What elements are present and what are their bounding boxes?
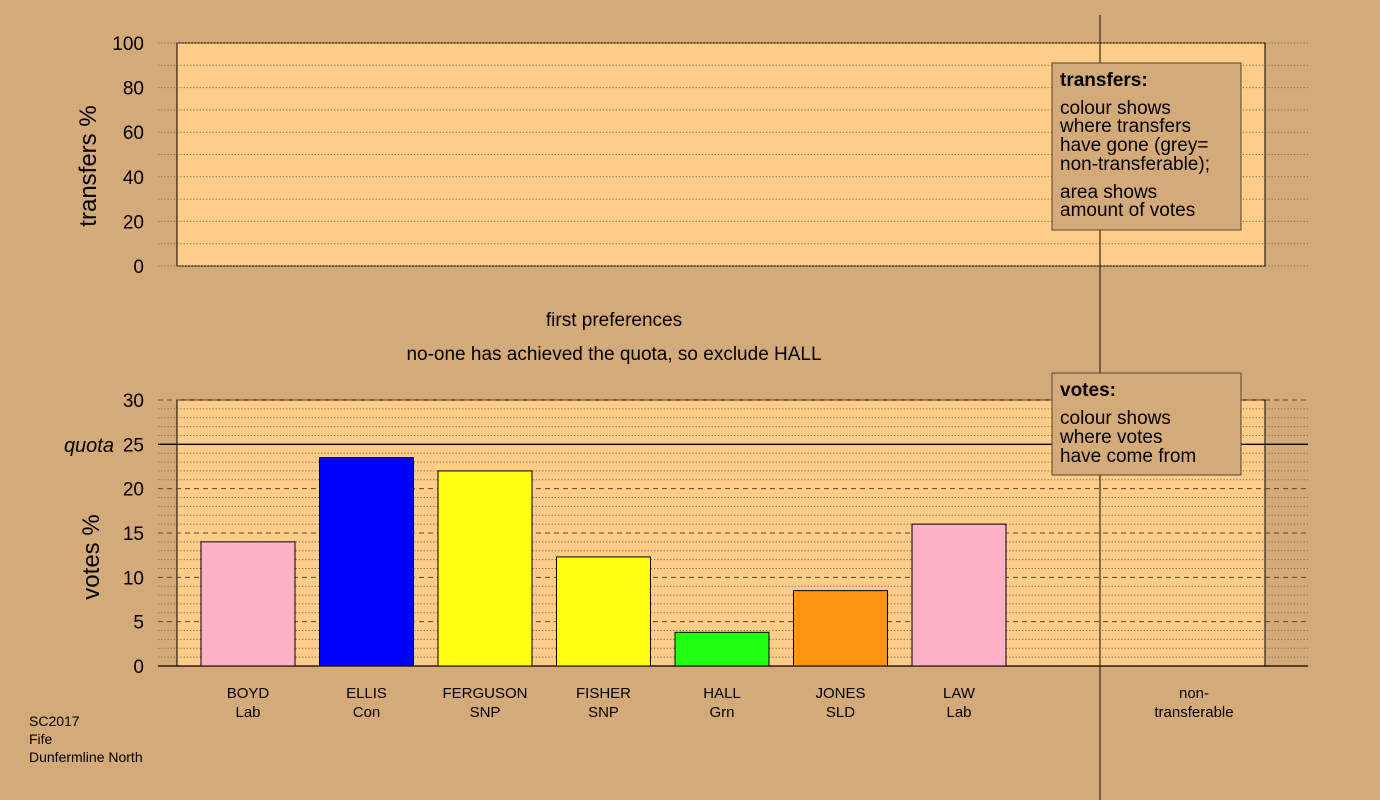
transfers-legend-line: colour shows bbox=[1060, 98, 1171, 119]
candidate-name: FERGUSON bbox=[442, 685, 527, 702]
votes-legend-line: where votes bbox=[1059, 427, 1162, 448]
vote-bar-jones bbox=[793, 590, 888, 667]
candidate-party: Grn bbox=[709, 704, 734, 721]
candidate-name: ELLIS bbox=[346, 685, 387, 702]
candidate-labels: BOYD Lab ELLIS Con FERGUSON SNP FISHER SNP HALL G… bbox=[227, 685, 976, 721]
vote-bar-law bbox=[911, 523, 1007, 667]
vote-bar-boyd bbox=[200, 541, 296, 667]
vote-bar-ferguson bbox=[437, 470, 533, 667]
votes-legend-box bbox=[1051, 372, 1242, 476]
votes-y-tick-label: 0 bbox=[133, 657, 144, 678]
stage-title: first preferences bbox=[546, 310, 682, 331]
transfers-legend-line: area shows bbox=[1060, 182, 1157, 203]
transfers-y-tick-label: 80 bbox=[123, 79, 144, 100]
transfers-legend-line: have gone (grey= bbox=[1060, 135, 1208, 156]
transfers-legend: transfers: colour shows where transfers … bbox=[1051, 62, 1242, 231]
votes-legend-title: votes: bbox=[1060, 380, 1116, 401]
nontransferable-label-line1: non- bbox=[1179, 685, 1209, 702]
transfers-y-tick-label: 40 bbox=[123, 168, 144, 189]
transfers-legend-line: amount of votes bbox=[1060, 200, 1195, 221]
candidate-party: Con bbox=[353, 704, 381, 721]
footer-ward: Dunfermline North bbox=[29, 749, 143, 765]
candidate-party: SLD bbox=[826, 704, 855, 721]
votes-legend-line: have come from bbox=[1060, 446, 1196, 467]
transfers-y-tick-label: 20 bbox=[123, 212, 144, 233]
votes-y-tick-label: 20 bbox=[123, 480, 144, 501]
vote-bar-fisher bbox=[556, 556, 651, 667]
transfers-y-axis-label: transfers % bbox=[75, 105, 102, 226]
transfers-legend-title: transfers: bbox=[1060, 70, 1148, 91]
transfers-legend-line: where transfers bbox=[1059, 116, 1191, 137]
votes-y-tick-label: 15 bbox=[123, 524, 144, 545]
vote-bar-hall bbox=[674, 631, 770, 667]
votes-y-ticks: 0 5 10 15 20 25 30 bbox=[123, 391, 144, 678]
vote-bars bbox=[200, 457, 1007, 667]
transfers-y-tick-label: 100 bbox=[112, 34, 144, 55]
transfers-legend-line: non-transferable); bbox=[1060, 154, 1210, 175]
candidate-party: SNP bbox=[470, 704, 501, 721]
votes-legend: votes: colour shows where votes have com… bbox=[1051, 372, 1242, 476]
candidate-name: HALL bbox=[703, 685, 741, 702]
candidate-name: LAW bbox=[943, 685, 976, 702]
candidate-name: BOYD bbox=[227, 685, 270, 702]
votes-y-tick-label: 5 bbox=[133, 613, 144, 634]
votes-y-axis-label: votes % bbox=[78, 514, 105, 599]
candidate-party: Lab bbox=[235, 704, 260, 721]
transfers-y-tick-label: 60 bbox=[123, 123, 144, 144]
candidate-name: JONES bbox=[815, 685, 865, 702]
footer-election: SC2017 bbox=[29, 713, 80, 729]
votes-legend-line: colour shows bbox=[1060, 408, 1171, 429]
votes-y-tick-label: 30 bbox=[123, 391, 144, 412]
transfers-legend-box bbox=[1051, 62, 1242, 231]
candidate-party: SNP bbox=[588, 704, 619, 721]
transfers-y-tick-label: 0 bbox=[133, 257, 144, 278]
transfers-y-ticks: 0 20 40 60 80 100 bbox=[112, 34, 144, 278]
votes-y-tick-label: 10 bbox=[123, 568, 144, 589]
nontransferable-label-line2: transferable bbox=[1154, 704, 1233, 721]
candidate-party: Lab bbox=[946, 704, 971, 721]
quota-label: quota bbox=[64, 435, 114, 457]
candidate-name: FISHER bbox=[576, 685, 631, 702]
footer-council: Fife bbox=[29, 731, 53, 747]
stage-subtitle: no-one has achieved the quota, so exclud… bbox=[406, 344, 821, 365]
votes-y-tick-label: 25 bbox=[123, 435, 144, 456]
vote-bar-ellis bbox=[319, 457, 414, 667]
